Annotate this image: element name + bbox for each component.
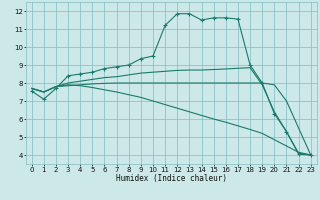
X-axis label: Humidex (Indice chaleur): Humidex (Indice chaleur) — [116, 174, 227, 183]
